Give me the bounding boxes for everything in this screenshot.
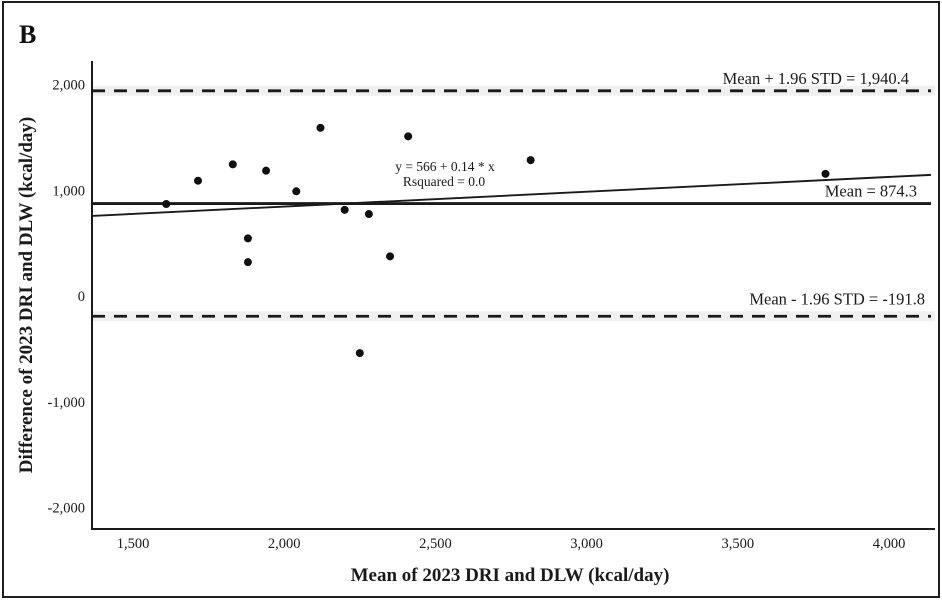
data-point bbox=[821, 169, 830, 178]
y-tick-label: 0 bbox=[78, 289, 85, 305]
x-tick-label: 4,000 bbox=[873, 536, 906, 552]
data-point bbox=[340, 205, 349, 214]
x-tick-label: 3,500 bbox=[721, 536, 754, 552]
y-tick-label: 1,000 bbox=[52, 183, 85, 199]
data-point bbox=[194, 176, 203, 185]
data-point bbox=[243, 234, 252, 243]
data-point bbox=[292, 187, 301, 196]
data-point bbox=[526, 156, 535, 165]
data-point bbox=[355, 349, 364, 358]
panel-label: B bbox=[19, 20, 37, 49]
y-axis-title: Difference of 2023 DRI and DLW (kcal/day… bbox=[16, 117, 37, 473]
regression-rsquared-label: Rsquared = 0.0 bbox=[403, 174, 485, 189]
upper-loa-label: Mean + 1.96 STD = 1,940.4 bbox=[723, 69, 909, 88]
data-point bbox=[386, 252, 395, 261]
lower-loa-label: Mean - 1.96 STD = -191.8 bbox=[749, 289, 925, 308]
x-axis-title: Mean of 2023 DRI and DLW (kcal/day) bbox=[351, 565, 670, 586]
data-point bbox=[262, 166, 271, 175]
data-point bbox=[364, 210, 373, 219]
data-point bbox=[404, 132, 413, 141]
data-point bbox=[162, 199, 171, 208]
data-point bbox=[243, 258, 252, 267]
data-point bbox=[316, 123, 325, 132]
x-tick-label: 2,500 bbox=[419, 536, 452, 552]
regression-line bbox=[91, 173, 932, 217]
data-point bbox=[228, 160, 237, 169]
y-tick-label: -1,000 bbox=[48, 395, 85, 411]
x-tick-label: 2,000 bbox=[268, 536, 301, 552]
x-tick-label: 1,500 bbox=[117, 536, 150, 552]
x-tick-label: 3,000 bbox=[570, 536, 603, 552]
regression-equation-label: y = 566 + 0.14 * x bbox=[395, 159, 495, 174]
y-tick-label: 2,000 bbox=[52, 78, 85, 94]
mean-label: Mean = 874.3 bbox=[825, 182, 917, 201]
y-tick-label: -2,000 bbox=[48, 501, 85, 517]
